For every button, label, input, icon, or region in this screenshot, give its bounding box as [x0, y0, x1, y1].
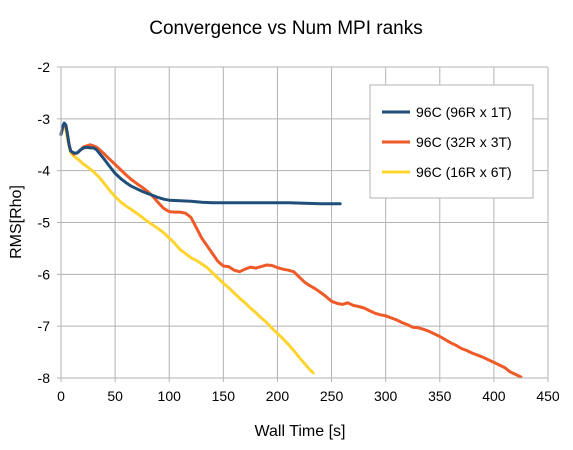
legend-label: 96C (96R x 1T)	[416, 104, 512, 120]
plot-frame	[57, 67, 548, 382]
y-tick-label: -3	[38, 111, 51, 127]
y-axis-label: RMS[Rho]	[8, 185, 25, 259]
x-tick-label: 100	[158, 388, 182, 404]
legend: 96C (96R x 1T) 96C (32R x 3T) 96C (16R x 6…	[369, 84, 534, 199]
x-axis-ticks: 0 50 100 150 200 250 300 350 400 450	[57, 378, 560, 404]
y-tick-label: -4	[38, 163, 51, 179]
y-tick-label: -5	[38, 215, 51, 231]
x-tick-label: 400	[482, 388, 506, 404]
y-tick-label: -8	[38, 370, 51, 386]
x-tick-label: 200	[266, 388, 290, 404]
legend-label: 96C (32R x 3T)	[416, 134, 512, 150]
y-tick-label: -7	[38, 318, 51, 334]
series-line	[59, 124, 315, 375]
legend-label: 96C (16R x 6T)	[416, 164, 512, 180]
series-line	[59, 122, 523, 379]
x-tick-label: 0	[57, 388, 65, 404]
x-tick-label: 450	[536, 388, 560, 404]
x-tick-label: 300	[374, 388, 398, 404]
x-axis-label: Wall Time [s]	[255, 423, 346, 440]
y-tick-label: -6	[38, 266, 51, 282]
series-line	[59, 121, 342, 206]
x-tick-label: 150	[212, 388, 236, 404]
y-axis-ticks: -2 -3 -4 -5 -6 -7 -8	[38, 59, 61, 386]
x-tick-label: 250	[320, 388, 344, 404]
series-lines	[59, 121, 523, 379]
legend-items: 96C (96R x 1T) 96C (32R x 3T) 96C (16R x 6…	[382, 104, 512, 180]
x-tick-label: 50	[107, 388, 123, 404]
x-tick-label: 350	[428, 388, 452, 404]
chart-title: Convergence vs Num MPI ranks	[149, 18, 423, 39]
y-tick-label: -2	[38, 59, 51, 75]
